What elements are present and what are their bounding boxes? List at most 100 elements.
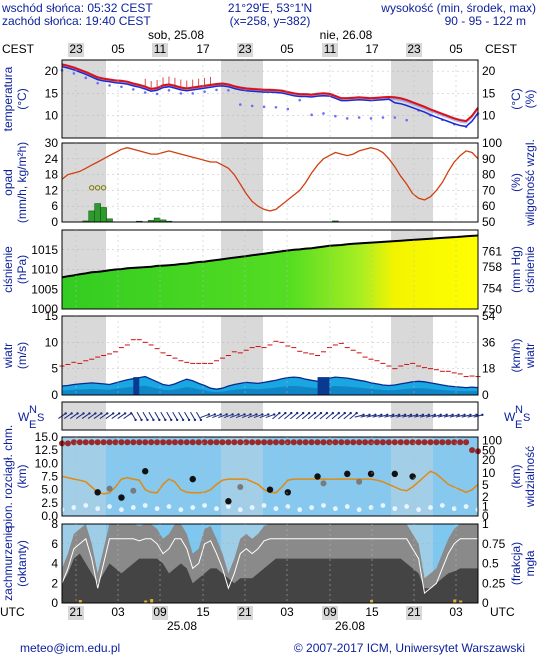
cloud-base-low-dot [284,489,292,496]
wind-arrow-head [349,411,352,415]
right-axis-label: (frakcja) [509,542,523,585]
dew-point [132,88,135,91]
wind-strong-block [317,377,330,395]
vis-high-dot [207,439,214,446]
cloud-base-dot [142,503,148,508]
wind-arrow [259,413,269,419]
wind-arrow-head [427,413,431,417]
wind-arrow [272,412,280,420]
wind-arrow [420,414,429,418]
panel-bg [62,437,478,516]
pressure-line [61,234,479,279]
vis-high-dot [379,439,386,446]
wind-arrow-head [463,413,466,417]
wind-arrow-head [380,413,383,417]
cloud-base-dot [249,505,255,510]
y-tick-label-right: 80 [482,168,496,182]
dew-point [191,92,195,95]
bottom-hour-label: 09 [323,605,337,619]
wind-arrow-head [164,418,167,422]
vis-high-dot [76,439,83,446]
wind-arrow-head [278,411,281,415]
fog-bar [78,600,82,603]
night-band [391,143,433,222]
left-axis-unit: (hPa) [15,255,29,284]
panel-border [61,315,479,396]
wind-arrow-head [421,413,425,417]
wind-arrow-head [267,413,270,416]
panel-border [61,401,479,431]
cloud-base-dot [154,506,160,512]
wind-arrow [218,413,227,419]
vis-high-dot [183,439,190,446]
y-tick-label-right: 36 [482,335,496,349]
wind-arrow [331,412,340,420]
tz-top-left: CEST [2,42,35,56]
vis-high-dot [308,439,315,446]
cloud-base-dot [226,504,231,509]
wind-arrow [69,413,78,419]
top-hour-label: 17 [365,42,379,56]
footer-email[interactable]: meteo@icm.edu.pl [20,641,120,655]
y-tick-label-left: 24 [45,152,59,166]
wind-arrow [111,413,120,419]
temp-line [61,63,479,123]
wind-arrow-head [290,411,293,415]
compass-s: S [523,412,530,424]
vis-high-dot [118,439,125,446]
y-tick-label-left: 1000 [31,302,58,316]
vis-high-dot [296,439,303,446]
compass-e: E [515,419,522,431]
wind-arrow [99,413,108,419]
vis-high-dot [219,439,226,446]
top-hour-bg [279,43,295,57]
compass-e: E [29,419,36,431]
vis-high-dot [362,439,369,446]
cloud-white-line [61,537,478,595]
bottom-hour-bg [406,606,422,620]
y-tick-label-right: 1 [482,500,489,514]
cloud-base-dot [261,503,267,508]
wind-arrow [295,412,304,420]
cloud-base-dot [321,503,326,508]
wind-arrow [224,413,233,419]
wind-arrow-head [475,413,478,417]
cloud-base-low-dot [314,473,321,480]
wind-arrow-head [88,412,91,415]
vis-high-dot [391,439,398,446]
wind-arrow-head [397,413,401,417]
cloud-base-mid-dot [356,478,363,485]
wind-arrow [142,411,148,421]
vis-high-dot [195,439,202,446]
wind-arrow [290,412,298,420]
wind-arrow [414,414,424,418]
y-tick-label-left: 15 [45,86,59,100]
y-tick-label-left: 0.0 [41,509,58,523]
vis-high-dot [427,439,434,446]
y-tick-label-right: 10 [482,466,496,480]
y-tick-label-left: 15 [45,309,59,323]
wind-arrow-head [64,412,67,415]
y-tick-label-right: 0.75 [482,537,506,551]
wind-arrow [325,412,334,420]
vis-high-dot [64,440,71,447]
bottom-hour-label: 21 [238,605,252,619]
bottom-hour-bg [195,606,211,620]
wind-arrow [212,413,221,419]
wind-arrow-head [481,413,484,417]
left-axis-unit: (km) [15,465,29,489]
vis-high-dot [344,439,351,446]
dew-point [155,92,159,96]
vis-high-dot [177,439,184,446]
y-tick-label-left: 5.0 [41,483,58,497]
bottom-hour-bg [110,606,126,620]
wind-arrow-head [94,412,97,415]
vis-high-dot [237,439,244,446]
wind-arrow-head [170,418,173,422]
bottom-hour-label: 21 [69,605,83,619]
right-axis-label: (°C) [509,88,523,109]
y-tick-label-left: 0 [51,215,58,229]
vis-high-dot [243,439,250,446]
right-axis-label: (%) [509,173,523,192]
footer-copyright: © 2007-2017 ICM, Uniwersytet Warszawski [294,641,525,655]
